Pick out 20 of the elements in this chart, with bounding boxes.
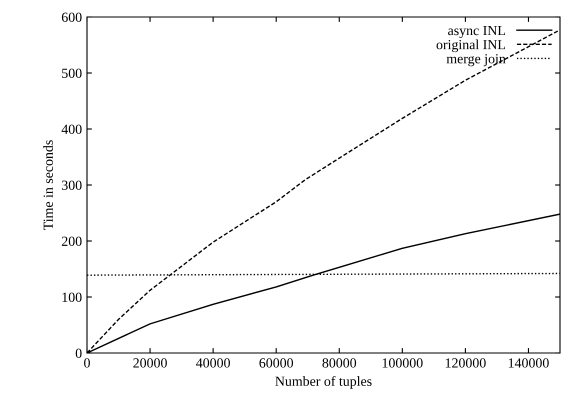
legend-label: merge join bbox=[446, 54, 506, 66]
x-axis-title: Number of tuples bbox=[275, 376, 372, 389]
y-tick-label: 400 bbox=[62, 124, 82, 134]
x-tick-label: 0 bbox=[84, 358, 90, 368]
y-tick-label: 500 bbox=[62, 68, 82, 78]
y-tick-label: 200 bbox=[62, 236, 82, 246]
x-tick-label: 80000 bbox=[322, 358, 356, 368]
y-axis-title: Time in seconds bbox=[43, 140, 53, 230]
x-tick-label: 120000 bbox=[446, 358, 486, 368]
x-tick-label: 40000 bbox=[196, 358, 230, 368]
x-tick-label: 100000 bbox=[382, 358, 423, 368]
y-tick-label: 300 bbox=[62, 180, 82, 190]
y-tick-label: 0 bbox=[76, 348, 82, 358]
y-tick-label: 600 bbox=[62, 12, 82, 22]
x-tick-label: 60000 bbox=[259, 358, 294, 368]
legend-label: original INL bbox=[436, 40, 505, 52]
legend-label: async INL bbox=[448, 26, 505, 38]
x-tick-label: 140000 bbox=[508, 358, 549, 368]
y-tick-label: 100 bbox=[62, 292, 82, 302]
x-tick-label: 20000 bbox=[133, 358, 167, 368]
